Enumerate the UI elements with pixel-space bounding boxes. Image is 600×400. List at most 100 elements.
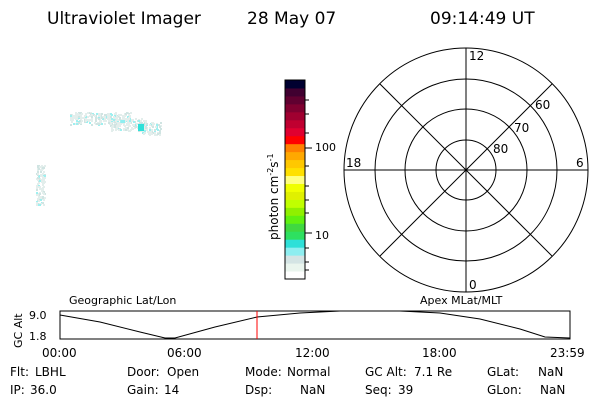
aurora-pixel [143, 133, 145, 135]
aurora-pixel [36, 204, 38, 206]
colorbar-tick-100: 100 [315, 141, 336, 154]
aurora-pixel [107, 113, 109, 115]
aurora-pixel [152, 126, 154, 128]
aurora-pixel [151, 133, 153, 135]
aurora-pixel [130, 112, 132, 114]
aurora-pixel [87, 116, 89, 118]
aurora-pixel [89, 115, 91, 117]
aurora-pixel [147, 131, 149, 133]
aurora-pixel [40, 199, 42, 201]
aurora-pixel [72, 119, 74, 121]
aurora-pixel [44, 165, 46, 167]
aurora-pixel [36, 202, 38, 204]
aurora-pixel [95, 120, 97, 122]
colorbar-swatch [285, 87, 305, 97]
colorbar-label-sup2: -1 [266, 153, 275, 161]
aurora-pixel [155, 126, 157, 128]
flt-label: Flt: [10, 365, 29, 379]
aurora-pixel [39, 186, 41, 188]
aurora-pixel [39, 188, 41, 190]
polar-diagonal-2 [379, 83, 553, 257]
dsp-value: NaN [300, 383, 325, 397]
aurora-pixel [149, 129, 151, 131]
aurora-pixel [129, 120, 131, 122]
gcalt-value: 7.1 Re [414, 365, 452, 379]
aurora-pixel [133, 121, 135, 123]
aurora-pixel [118, 114, 120, 116]
colorbar-swatch [285, 167, 305, 177]
aurora-pixel [43, 171, 45, 173]
aurora-pixel [153, 123, 155, 125]
aurora-pixel [113, 116, 115, 118]
glon-label: GLon: [487, 383, 522, 397]
aurora-pixel [111, 126, 113, 128]
aurora-pixel [74, 117, 76, 119]
aurora-pixel [39, 204, 41, 206]
aurora-pixel [85, 120, 87, 122]
aurora-pixel [124, 125, 126, 127]
aurora-pixel [96, 123, 98, 125]
aurora-pixel [141, 118, 143, 120]
aurora-pixel [104, 123, 106, 125]
ip-value: 36.0 [30, 383, 57, 397]
aurora-pixel [108, 122, 110, 124]
aurora-pixel [70, 115, 72, 117]
aurora-pixel [39, 180, 41, 182]
colorbar-swatch [285, 175, 305, 184]
aurora-pixel [37, 173, 39, 175]
aurora-pixel [148, 133, 150, 135]
aurora-pixel [104, 116, 106, 118]
aurora-pixel [91, 118, 93, 120]
aurora-pixel [118, 122, 120, 124]
aurora-pixel [127, 119, 129, 121]
aurora-pixel [101, 113, 103, 115]
aurora-pixel [132, 119, 134, 121]
aurora-pixel [105, 120, 107, 122]
mlt-label-12: 12 [469, 49, 484, 63]
aurora-pixel [99, 113, 101, 115]
aurora-pixel [80, 115, 82, 117]
colorbar-swatch [285, 231, 305, 240]
aurora-pixel [115, 113, 117, 115]
aurora-pixel [101, 123, 103, 125]
aurora-pixel [37, 177, 39, 179]
aurora-pixel [129, 130, 131, 132]
polar-plot [343, 47, 589, 293]
aurora-pixel [122, 115, 124, 117]
colorbar-swatch [285, 199, 305, 208]
ip-label: IP: [10, 383, 25, 397]
aurora-pixel [120, 114, 122, 116]
aurora-pixel [81, 120, 83, 122]
aurora-pixel [87, 119, 89, 121]
aurora-pixel [99, 121, 101, 123]
aurora-pixel [128, 123, 130, 125]
colorbar-swatch [285, 191, 305, 200]
mlt-label-18: 18 [346, 156, 361, 170]
aurora-pixel [115, 120, 117, 122]
aurora-pixel [118, 129, 120, 131]
aurora-pixel [125, 119, 127, 121]
aurora-pixel [117, 124, 119, 126]
colorbar-swatch [285, 111, 305, 121]
aurora-pixel [81, 113, 83, 115]
aurora-pixel [149, 124, 151, 126]
mlt-label-6: 6 [576, 156, 584, 170]
colorbar-swatch [285, 127, 305, 137]
colorbar [285, 80, 305, 280]
aurora-pixel [42, 184, 44, 186]
aurora-pixel [120, 129, 122, 131]
xtick-3: 18:00 [422, 346, 457, 360]
altitude-plot-frame [59, 310, 571, 340]
aurora-pixel [159, 130, 161, 132]
colorbar-label: photon cm-2s-1 [266, 153, 281, 240]
aurora-pixel [154, 132, 156, 134]
gain-value: 14 [164, 383, 179, 397]
glat-value: NaN [538, 365, 563, 379]
aurora-pixel [111, 130, 113, 132]
gcalt-label: GC Alt: [365, 365, 407, 379]
colorbar-label-sup1: -2 [266, 168, 275, 176]
aurora-pixel [159, 134, 161, 136]
colorbar-swatch [285, 247, 305, 256]
aurora-pixel [71, 121, 73, 123]
